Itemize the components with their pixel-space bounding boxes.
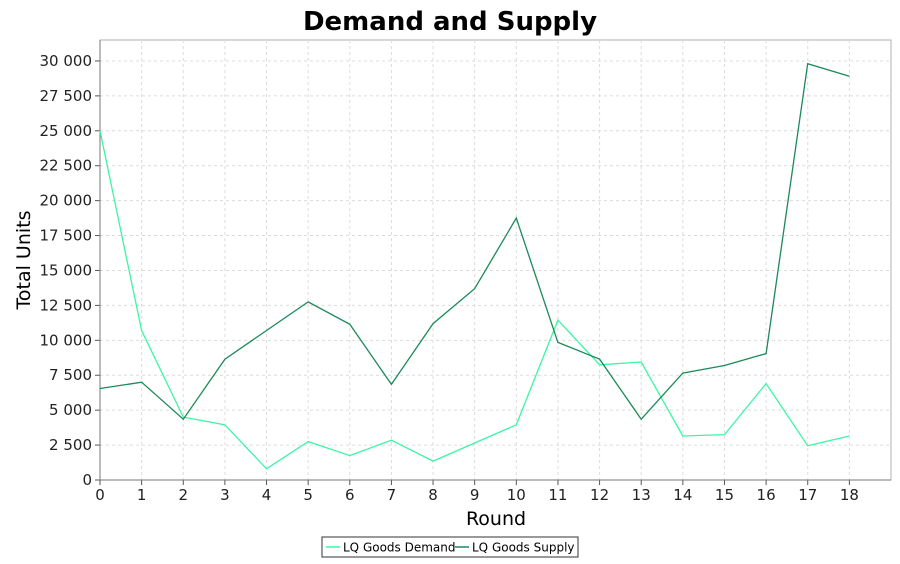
- x-tick-label: 3: [220, 486, 230, 504]
- x-tick-label: 1: [137, 486, 147, 504]
- x-tick-label: 9: [470, 486, 480, 504]
- x-tick-label: 14: [673, 486, 692, 504]
- x-tick-label: 12: [590, 486, 609, 504]
- series-line-lq-goods-demand: [99, 130, 850, 470]
- x-tick-label: 13: [632, 486, 651, 504]
- x-axis-label: Round: [466, 508, 526, 530]
- y-tick-label: 10 000: [40, 331, 93, 349]
- x-tick-label: 7: [387, 486, 397, 504]
- y-tick-label: 27 500: [40, 87, 93, 105]
- legend: LQ Goods Demand LQ Goods Supply: [321, 536, 579, 558]
- y-tick-label: 0: [82, 471, 92, 489]
- x-tick-label: 10: [507, 486, 526, 504]
- x-tick-label: 15: [715, 486, 734, 504]
- y-tick-label: 7 500: [49, 366, 92, 384]
- x-tick-label: 17: [798, 486, 817, 504]
- y-tick-label: 20 000: [40, 192, 93, 210]
- y-tick-label: 5 000: [49, 401, 92, 419]
- legend-label-lq-goods-supply: LQ Goods Supply: [472, 541, 575, 555]
- y-tick-label: 17 500: [40, 227, 93, 245]
- chart-title: Demand and Supply: [303, 7, 597, 37]
- x-tick-label: 0: [95, 486, 105, 504]
- plot-area: [99, 39, 892, 481]
- x-tick-label: 16: [757, 486, 776, 504]
- x-tick-label: 4: [262, 486, 272, 504]
- legend-box: [321, 536, 579, 558]
- series-line-lq-goods-supply: [99, 62, 850, 421]
- y-tick-label: 12 500: [40, 296, 93, 314]
- x-tick-label: 11: [548, 486, 567, 504]
- y-tick-label: 2 500: [49, 436, 92, 454]
- x-tick-label: 6: [345, 486, 355, 504]
- y-tick-label: 30 000: [40, 52, 93, 70]
- x-tick-label: 2: [178, 486, 188, 504]
- x-tick-label: 8: [428, 486, 438, 504]
- y-tick-label: 22 500: [40, 157, 93, 175]
- y-tick-label: 15 000: [40, 261, 93, 279]
- x-tick-label: 5: [303, 486, 313, 504]
- y-tick-label: 25 000: [40, 122, 93, 140]
- x-tick-label: 18: [840, 486, 859, 504]
- legend-label-lq-goods-demand: LQ Goods Demand: [343, 541, 456, 555]
- y-axis-label: Total Units: [13, 211, 35, 311]
